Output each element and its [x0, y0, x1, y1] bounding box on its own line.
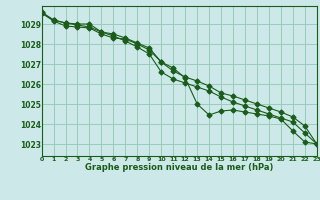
- X-axis label: Graphe pression niveau de la mer (hPa): Graphe pression niveau de la mer (hPa): [85, 163, 273, 172]
